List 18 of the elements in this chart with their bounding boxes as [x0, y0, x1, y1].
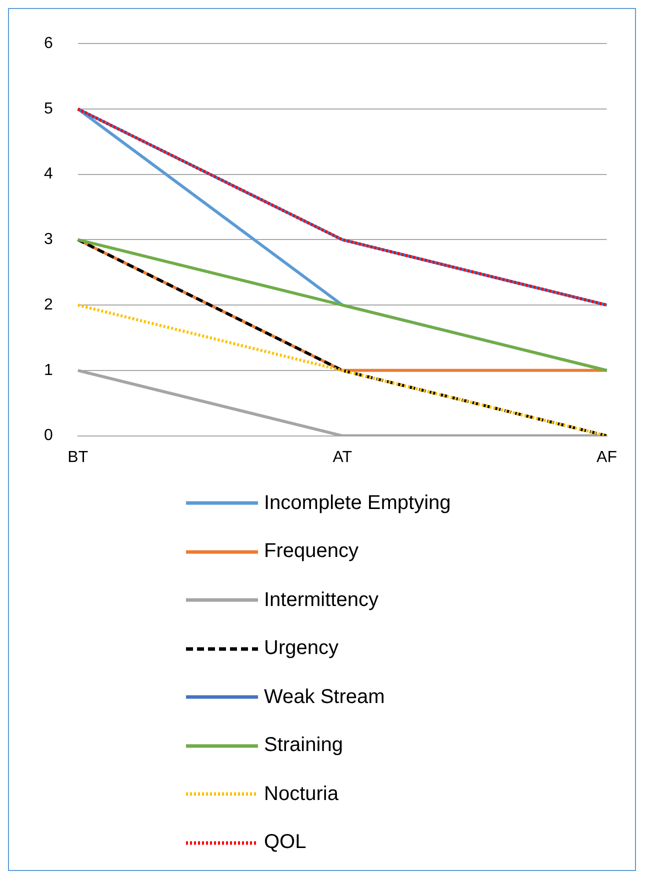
legend-label: Nocturia — [264, 782, 338, 806]
legend-label: Weak Stream — [264, 686, 385, 709]
y-tick-label: 4 — [44, 166, 53, 183]
legend-label: Intermittency — [264, 588, 378, 612]
y-tick-label: 3 — [44, 231, 53, 248]
y-tick-label: 6 — [44, 35, 53, 52]
legend-label: Incomplete Emptying — [264, 492, 451, 515]
y-tick-label: 5 — [44, 100, 53, 118]
legend-label: Frequency — [264, 540, 358, 564]
y-tick-label: 0 — [44, 427, 53, 444]
legend-label: Straining — [264, 734, 343, 758]
y-tick-label: 1 — [44, 362, 53, 379]
x-tick-label: AF — [596, 448, 618, 466]
legend-label: QOL — [264, 831, 306, 854]
x-tick-label: AT — [332, 448, 352, 466]
y-tick-label: 2 — [44, 296, 53, 314]
legend-label: Urgency — [264, 637, 338, 660]
x-tick-label: BT — [68, 448, 88, 466]
